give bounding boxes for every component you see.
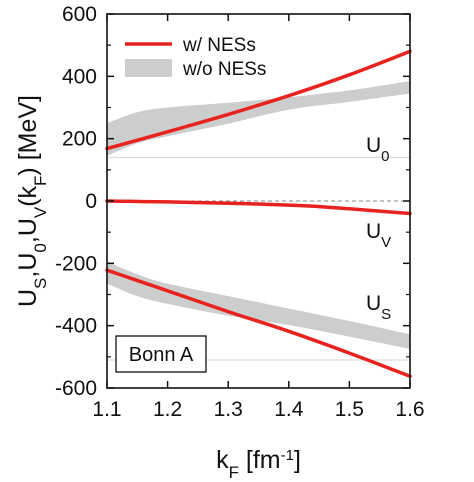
- tick-layer: [106, 13, 411, 389]
- series-label-S: US: [366, 292, 391, 323]
- y-axis-title-subscript: S: [31, 278, 50, 289]
- y-axis-title-part: ,U: [14, 253, 42, 278]
- band-layer: [107, 81, 410, 349]
- x-axis-title: kF [fm-1]: [216, 446, 301, 482]
- model-tag-label: Bonn A: [129, 344, 194, 366]
- series-label-sub: 0: [381, 148, 389, 165]
- model-tag: Bonn A: [115, 335, 207, 373]
- y-tick-label: 400: [62, 65, 97, 88]
- series-label-base: U: [366, 134, 381, 157]
- series-label-V: UV: [366, 220, 391, 251]
- legend-label-with-ness: w/ NESs: [182, 35, 256, 56]
- y-tick-label: -600: [55, 377, 97, 400]
- y-tick-label: -200: [55, 252, 97, 275]
- x-tick-label: 1.2: [153, 398, 182, 421]
- y-tick-label: 600: [62, 3, 97, 26]
- y-axis-title-subscript: F: [31, 176, 50, 186]
- y-axis-title-part: ,U: [14, 218, 42, 243]
- legend-label-without-ness: w/o NESs: [182, 59, 266, 80]
- legend: w/ NESs w/o NESs: [125, 35, 266, 80]
- line-U0-with-ness: [105, 49, 412, 151]
- y-axis-title-part: (k: [14, 185, 42, 206]
- y-axis-title-subscript: 0: [31, 243, 50, 252]
- line-US-with-ness: [105, 268, 412, 378]
- y-axis-title: US,U0,UV(kF) [MeV]: [14, 95, 50, 307]
- model-tag-box: [115, 335, 207, 373]
- band-U0-without-ness: [107, 81, 410, 156]
- x-tick-label: 1.3: [214, 398, 243, 421]
- line-layer: [105, 49, 412, 378]
- x-tick-label: 1.6: [395, 398, 424, 421]
- series-label-sub: V: [381, 234, 391, 251]
- line-UV-with-ness: [105, 199, 412, 216]
- y-tick-label: 200: [62, 128, 97, 151]
- x-tick-label: 1.5: [335, 398, 364, 421]
- x-tick-label: 1.4: [274, 398, 304, 421]
- y-tick-label: -400: [55, 315, 97, 338]
- y-axis-title-part: ) [MeV]: [14, 95, 42, 176]
- series-label-base: U: [366, 292, 381, 315]
- tick-label-layer: 1.1 1.2 1.3 1.4 1.5 1.6 -600 -400 -200 0 200 400 600: [55, 3, 425, 421]
- x-tick-label: 1.1: [92, 398, 121, 421]
- legend-swatch-band: [125, 59, 172, 77]
- y-axis-title-subscript: V: [31, 206, 50, 218]
- series-label-0: U0: [366, 134, 390, 165]
- y-axis-title-part: U: [14, 289, 42, 307]
- y-tick-label: 0: [85, 190, 97, 213]
- band-US-without-ness: [107, 261, 410, 349]
- series-label-sub: S: [381, 306, 391, 323]
- series-label-base: U: [366, 220, 381, 243]
